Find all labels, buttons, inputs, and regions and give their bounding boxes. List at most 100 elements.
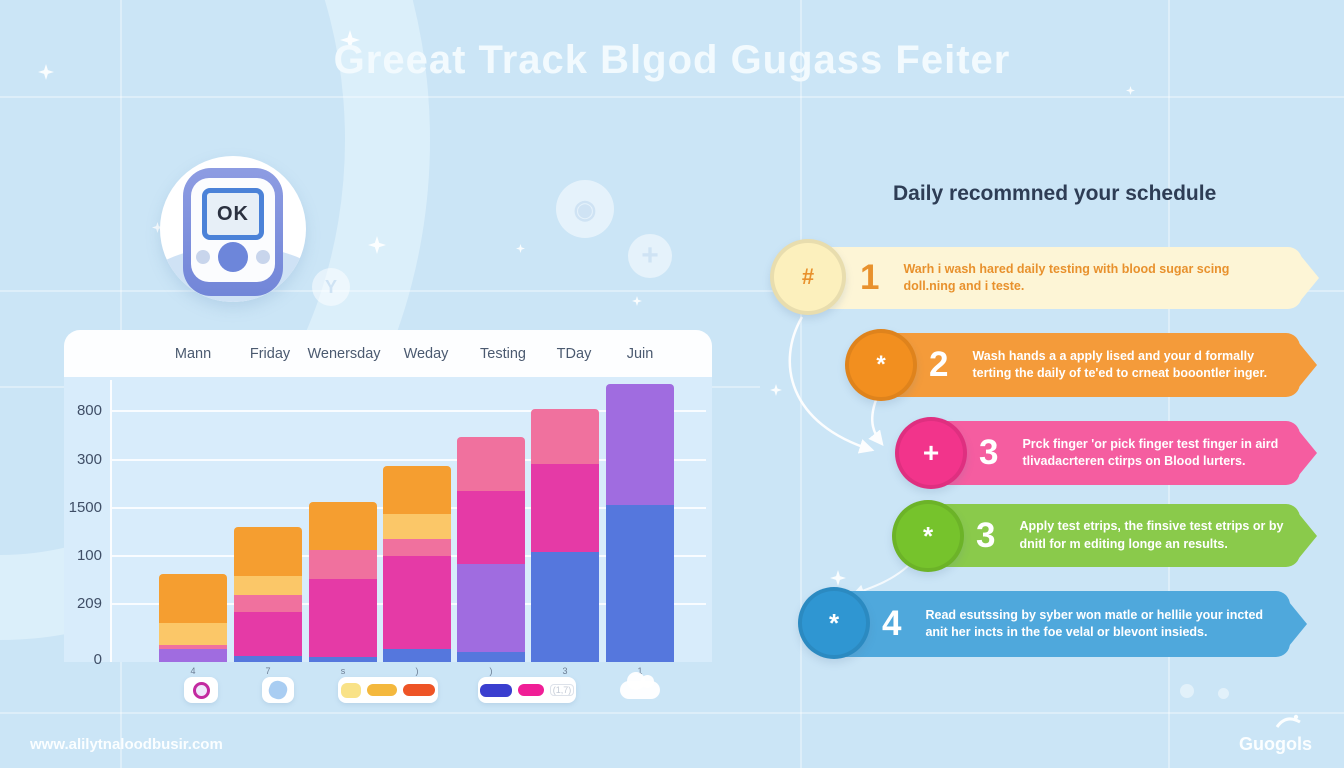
- gem-icon: [192, 681, 210, 699]
- day-label: TDay: [556, 346, 592, 362]
- legend-cool-swatches: (1,7): [478, 677, 576, 703]
- sparkle-icon: [632, 296, 642, 306]
- brand-logo-text: Guogols: [1239, 734, 1312, 754]
- bar-segment-orange: [383, 466, 451, 514]
- y-tick-label: 300: [76, 451, 102, 468]
- bar-segment-blue: [606, 505, 674, 662]
- x-tick-glyph: s: [340, 666, 346, 676]
- meter-face: OK: [191, 178, 275, 282]
- day-label: Testing: [480, 346, 526, 362]
- y-tick-label: 800: [76, 402, 102, 419]
- legend-swatch: [479, 683, 512, 697]
- bar-tday: [531, 409, 599, 662]
- x-tick-glyph: 3: [562, 666, 568, 676]
- utensil-icon: Y: [312, 268, 350, 306]
- y-axis-line: [110, 380, 112, 662]
- y-tick-label: 209: [76, 595, 102, 612]
- bar-segment-purple: [457, 564, 525, 652]
- background-gridline: [0, 712, 1344, 714]
- bar-segment-blue: [457, 652, 525, 662]
- legend-swatch: [517, 684, 544, 696]
- bar-segment-orange: [234, 527, 302, 576]
- bar-segment-pink: [234, 595, 302, 612]
- legend-warm-swatches: [338, 677, 438, 703]
- step-banner-4: 3 Apply test etrips, the finsive test et…: [908, 504, 1300, 567]
- blob-icon: [266, 678, 290, 702]
- sparkle-icon: [152, 222, 163, 233]
- asterisk-icon: *: [922, 520, 934, 551]
- bar-segment-blue: [383, 649, 451, 662]
- hash-icon: #: [801, 264, 815, 289]
- step-banner-2: 2 Wash hands a a apply lised and your d …: [862, 333, 1300, 397]
- meter-button-right: [256, 250, 270, 264]
- bar-segment-light_orange: [159, 623, 227, 645]
- meter-body: OK: [183, 168, 283, 296]
- legend-swatch: [367, 684, 397, 696]
- medal-icon: ◉: [556, 180, 614, 238]
- bar-segment-pink: [159, 645, 227, 649]
- x-tick-glyph: 1: [637, 666, 643, 676]
- bar-juin: [606, 384, 674, 662]
- step-number: 2: [929, 345, 949, 384]
- x-tick-glyph: ): [415, 666, 419, 676]
- day-label: Weday: [403, 346, 449, 362]
- chart-header: [64, 330, 712, 377]
- step-circle-4: *: [892, 500, 964, 572]
- meter-screen: OK: [202, 188, 264, 240]
- bar-segment-orange: [309, 502, 377, 550]
- legend-gem-badge: [184, 677, 218, 703]
- meter-buttons: [191, 242, 275, 272]
- legend-blob-badge: [262, 677, 294, 703]
- step-text: Wash hands a a apply lised and your d fo…: [972, 348, 1268, 381]
- glucose-meter-illustration: OK: [160, 156, 306, 302]
- website-url: www.alilytnaloodbusir.com: [30, 736, 223, 753]
- bar-testing: [457, 437, 525, 662]
- bar-weday: [383, 466, 451, 662]
- step-circle-5: *: [798, 587, 870, 659]
- step-number: 4: [882, 604, 902, 643]
- y-tick-label: 0: [93, 651, 102, 668]
- step-text: Prck finger 'or pick finger test finger …: [1022, 436, 1279, 469]
- day-label: Mann: [174, 346, 212, 362]
- cloud-icon: [620, 672, 660, 699]
- x-tick-glyph: 7: [265, 666, 271, 676]
- sparkle-icon: [516, 244, 525, 253]
- x-tick-glyph: ): [489, 666, 493, 676]
- plus-icon: +: [922, 437, 940, 468]
- sparkle-icon: [770, 384, 782, 396]
- legend-swatch: [403, 684, 435, 696]
- background-gridline: [0, 290, 1344, 292]
- day-label: Wenersday: [307, 346, 381, 362]
- meter-button-center: [218, 242, 248, 272]
- plus-icon: +: [628, 234, 672, 278]
- step-number: 3: [979, 433, 999, 472]
- bar-segment-blue: [531, 552, 599, 662]
- bars-layer: [64, 377, 712, 662]
- bar-segment-light_orange: [383, 514, 451, 539]
- bar-segment-magenta: [531, 464, 599, 552]
- bar-segment-light_orange: [234, 576, 302, 595]
- sparkle-icon: [830, 570, 846, 586]
- meter-button-left: [196, 250, 210, 264]
- bar-friday: [234, 527, 302, 662]
- bar-segment-magenta: [234, 612, 302, 656]
- bar-segment-magenta: [383, 556, 451, 649]
- bar-segment-purple: [159, 649, 227, 662]
- bar-segment-pink: [457, 437, 525, 491]
- gridline: [112, 459, 706, 461]
- background-gridline: [800, 0, 802, 768]
- bar-segment-magenta: [457, 491, 525, 564]
- step-banner-5: 4 Read esutssing by syber won matle or h…: [816, 591, 1290, 657]
- bar-segment-orange: [159, 574, 227, 623]
- bar-segment-blue: [234, 656, 302, 662]
- bar-segment-pink: [531, 409, 599, 464]
- step-banner-1: 1 Warh i wash hared daily testing with b…: [792, 247, 1302, 309]
- legend-glyph: (1,7): [549, 684, 575, 696]
- decor-dot: [1180, 684, 1194, 698]
- schedule-heading: Daily recommned your schedule: [893, 182, 1217, 205]
- bar-segment-blue: [309, 657, 377, 662]
- step-number: 1: [860, 258, 880, 297]
- bar-segment-pink: [309, 550, 377, 579]
- step-circle-1: #: [770, 239, 846, 315]
